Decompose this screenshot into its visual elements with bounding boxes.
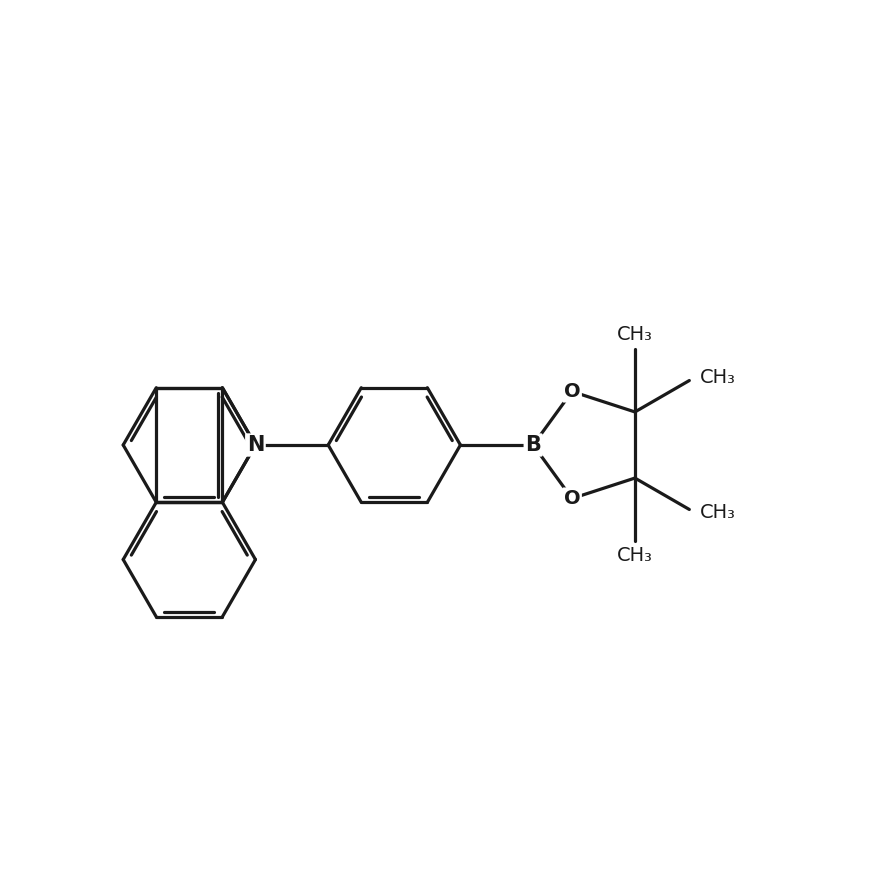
Text: B: B xyxy=(525,435,541,455)
Text: CH₃: CH₃ xyxy=(617,546,653,565)
Text: CH₃: CH₃ xyxy=(617,325,653,344)
Text: CH₃: CH₃ xyxy=(700,504,736,522)
Text: N: N xyxy=(247,435,264,455)
Text: O: O xyxy=(563,382,580,401)
Text: O: O xyxy=(563,489,580,508)
Text: CH₃: CH₃ xyxy=(700,368,736,386)
